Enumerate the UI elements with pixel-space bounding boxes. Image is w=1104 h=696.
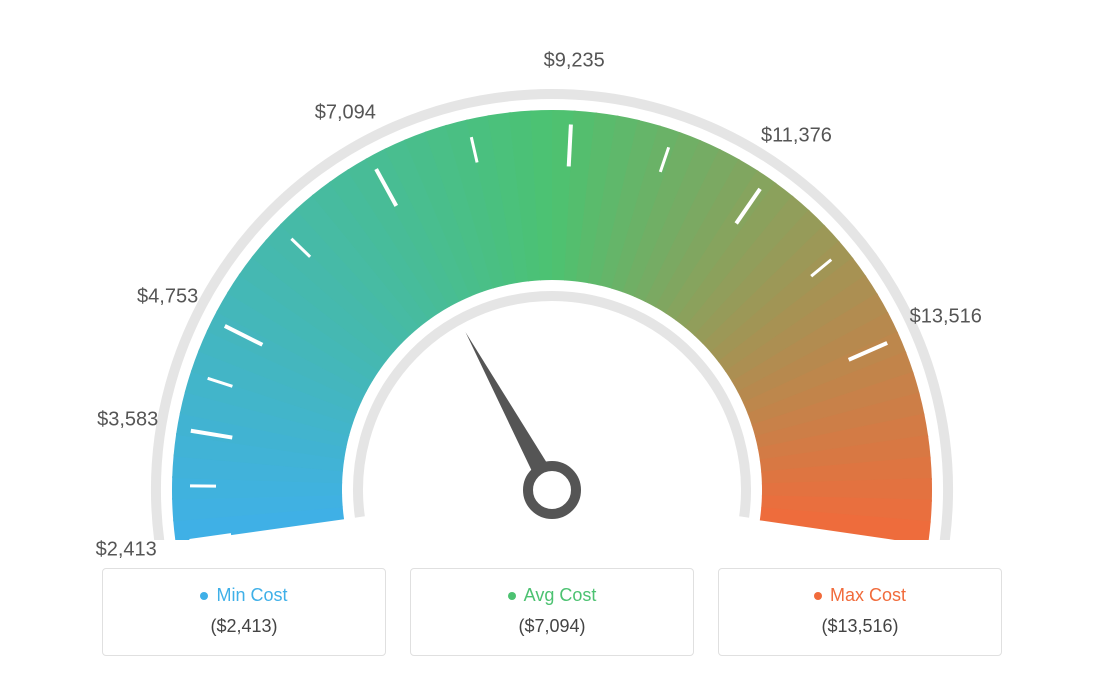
legend-title-avg: Avg Cost [508, 585, 597, 606]
gauge-tick-label: $3,583 [97, 409, 158, 432]
legend-title-max: Max Cost [814, 585, 906, 606]
gauge-tick-label: $2,413 [96, 538, 157, 561]
gauge-tick-label: $13,516 [910, 306, 982, 329]
legend-row: Min Cost ($2,413) Avg Cost ($7,094) Max … [102, 568, 1002, 656]
legend-value-avg: ($7,094) [411, 616, 693, 637]
legend-label-avg: Avg Cost [524, 585, 597, 606]
legend-card-avg: Avg Cost ($7,094) [410, 568, 694, 656]
legend-dot-avg [508, 592, 516, 600]
legend-label-max: Max Cost [830, 585, 906, 606]
legend-card-max: Max Cost ($13,516) [718, 568, 1002, 656]
gauge-tick-label: $7,094 [315, 101, 376, 124]
gauge-svg [102, 40, 1002, 540]
legend-value-min: ($2,413) [103, 616, 385, 637]
gauge-tick-label: $9,235 [544, 49, 605, 72]
legend-value-max: ($13,516) [719, 616, 1001, 637]
legend-dot-min [200, 592, 208, 600]
cost-gauge-chart: $2,413$3,583$4,753$7,094$9,235$11,376$13… [102, 40, 1002, 540]
gauge-tick-label: $11,376 [761, 125, 832, 148]
legend-card-min: Min Cost ($2,413) [102, 568, 386, 656]
legend-title-min: Min Cost [200, 585, 287, 606]
legend-dot-max [814, 592, 822, 600]
legend-label-min: Min Cost [216, 585, 287, 606]
gauge-tick-label: $4,753 [137, 286, 198, 309]
